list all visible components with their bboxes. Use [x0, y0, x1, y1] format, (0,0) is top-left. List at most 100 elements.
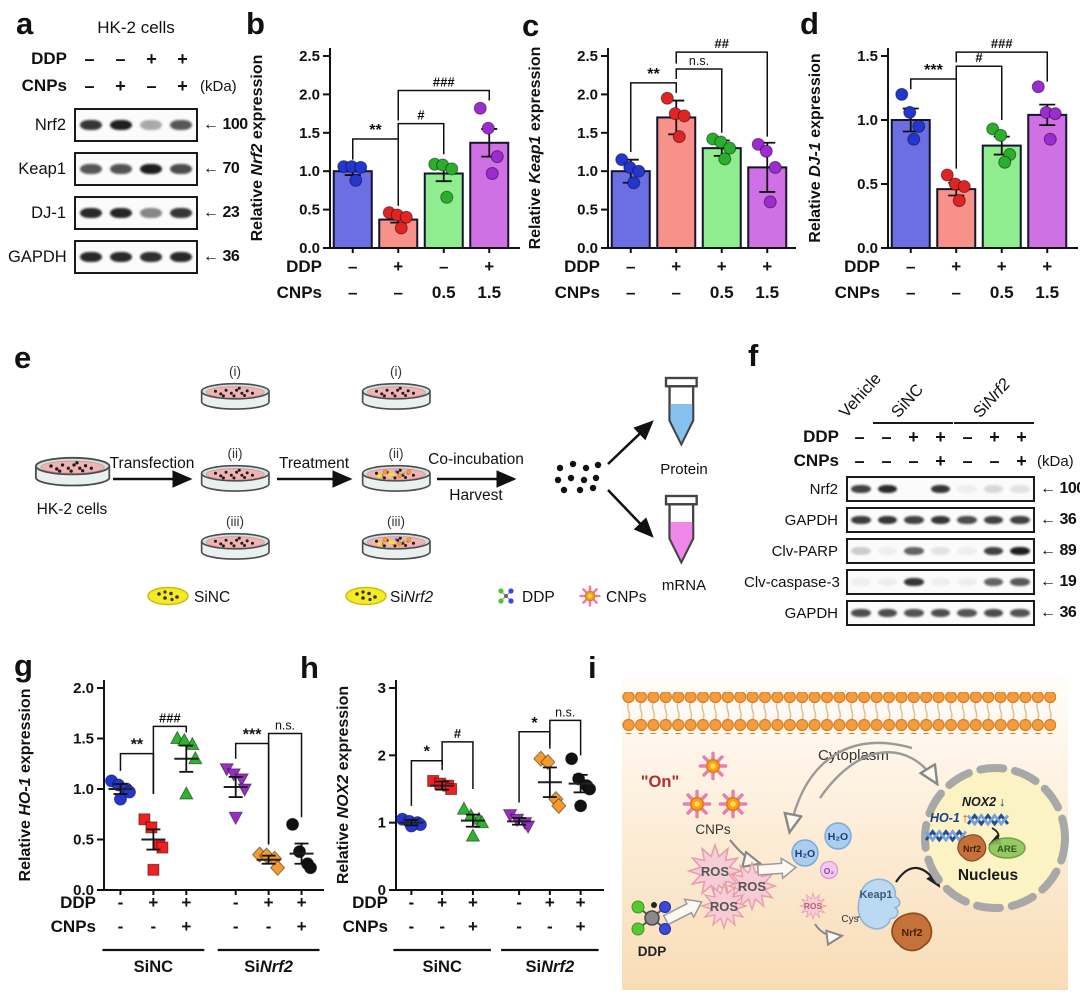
protein-tube: [664, 376, 698, 447]
mrna-tube: [664, 494, 698, 565]
kda-value: ← 23: [203, 204, 240, 221]
treatment-value: +: [115, 75, 126, 96]
western-blot-hk2: HK-2 cells DDP – – + + CNPs – + – + (kDa) Nrf2 ← 100 K…: [8, 18, 254, 318]
data-point: [768, 160, 782, 174]
band: [1009, 609, 1030, 617]
h2o-molecule: [824, 822, 852, 850]
x-row-label: CNPs: [555, 283, 600, 302]
band: [957, 578, 977, 586]
data-point: [145, 821, 158, 834]
x-row-label: CNPs: [343, 917, 388, 936]
ho1-expression-scatter-chart: Relative HO-1 expression 0.0 0.5 1.0 1.5 2.0 *…: [17, 680, 324, 976]
blot-row: Clv-caspase-3 ← 19: [744, 569, 1080, 595]
panel-label-c: c: [522, 8, 540, 43]
band: [851, 547, 871, 555]
x-row-value: -: [409, 917, 415, 936]
significance-bracket: [397, 89, 490, 121]
treatment-row: CNPs – + – + (kDa): [8, 73, 252, 99]
treated-dish-i: [361, 382, 431, 410]
y-tick-label: 0.0: [577, 240, 598, 257]
band: [169, 207, 193, 219]
y-tick-label: 2.0: [577, 86, 598, 103]
x-row-label: CNPs: [277, 283, 322, 302]
y-tick-label: 3: [378, 680, 386, 697]
protein-label: GAPDH: [784, 604, 838, 622]
y-tick-label: 1.0: [857, 112, 878, 129]
treatment-label: CNPs: [793, 451, 839, 470]
group-label: SiNC: [134, 958, 174, 976]
y-tick-label: 1.5: [73, 731, 94, 748]
legend-ddp: DDP: [522, 589, 555, 606]
nox2-expression-scatter-chart: Relative NOX2 expression 0 1 2 3 * # * n.s. DDP - +…: [335, 680, 604, 976]
y-tick-label: 1.5: [857, 48, 878, 65]
data-point: [751, 137, 765, 151]
band: [904, 578, 924, 586]
band: [930, 578, 951, 586]
nrf2-label: Nrf2: [901, 927, 922, 939]
y-axis-label: Relative Keap1 expression: [527, 47, 544, 250]
data-point: [147, 863, 160, 876]
x-row-value: 1.5: [477, 283, 501, 302]
sinc-icon: [147, 586, 189, 606]
harvested-cells-dots: [554, 460, 602, 494]
treatment-value: –: [854, 426, 865, 447]
treatment-value: +: [908, 426, 919, 447]
blot-strip: [74, 240, 198, 274]
data-point: [615, 153, 629, 167]
band: [851, 516, 871, 524]
x-row-value: –: [439, 257, 448, 276]
data-point: [228, 811, 244, 826]
significance-label: ***: [924, 62, 943, 79]
y-tick-label: 2.0: [299, 86, 320, 103]
protein-label: Nrf2: [34, 115, 66, 134]
significance-bracket: [675, 51, 768, 137]
blot-group-label: SiNrf2: [969, 375, 1014, 422]
o2-molecule: [819, 860, 839, 880]
protein-label: GAPDH: [784, 511, 838, 529]
treatment-value: –: [989, 450, 1000, 471]
protein-label: DJ-1: [31, 203, 66, 222]
blot-strip: [846, 476, 1035, 502]
band: [957, 516, 977, 524]
dish-tag-ii2: (ii): [389, 446, 404, 461]
mrna-label: mRNA: [662, 577, 706, 594]
transfected-dish-ii: [200, 464, 270, 492]
treatment-label: Treatment: [279, 455, 350, 472]
blot-row: DJ-1 ← 23: [8, 196, 252, 230]
nrf2-protein: [891, 912, 933, 952]
data-point: [1031, 80, 1045, 94]
x-row-value: +: [297, 893, 307, 912]
data-point: [286, 817, 300, 831]
y-tick-label: 2.5: [577, 48, 598, 65]
y-tick-label: 2.0: [73, 680, 94, 697]
protein-label: Protein: [660, 461, 708, 478]
treatment-value: +: [989, 426, 1000, 447]
hk2-cells-dish: [34, 456, 111, 487]
data-point: [572, 772, 586, 786]
data-point: [759, 144, 773, 158]
treatment-value: –: [962, 426, 973, 447]
y-tick-label: 1.0: [73, 781, 94, 798]
data-point: [574, 799, 588, 813]
significance-label: n.s.: [689, 54, 709, 68]
cys-label: Cys: [841, 914, 858, 925]
y-tick-label: 0.5: [857, 176, 878, 193]
significance-label: ##: [715, 36, 730, 51]
ddp-to-ros-arrow: [662, 898, 703, 926]
x-row-value: –: [348, 283, 357, 302]
experiment-workflow-diagram: HK-2 cells Transfection (i) (ii) (iii) T…: [34, 364, 708, 607]
protein-label: Clv-PARP: [771, 542, 838, 560]
treatment-value: –: [146, 75, 157, 96]
h2o-molecule: [791, 839, 819, 867]
blot-strip: [846, 569, 1035, 595]
x-row-value: -: [151, 917, 157, 936]
x-row-value: +: [264, 893, 274, 912]
band: [983, 578, 1004, 586]
transfected-dish-iii: [200, 532, 270, 560]
x-row-value: -: [409, 893, 415, 912]
y-tick-label: 0: [378, 882, 386, 899]
y-axis-label: Relative Nrf2 expression: [249, 55, 266, 242]
x-row-value: –: [906, 283, 915, 302]
treatment-label: CNPs: [21, 76, 67, 95]
kda-value: ← 100: [203, 116, 248, 133]
